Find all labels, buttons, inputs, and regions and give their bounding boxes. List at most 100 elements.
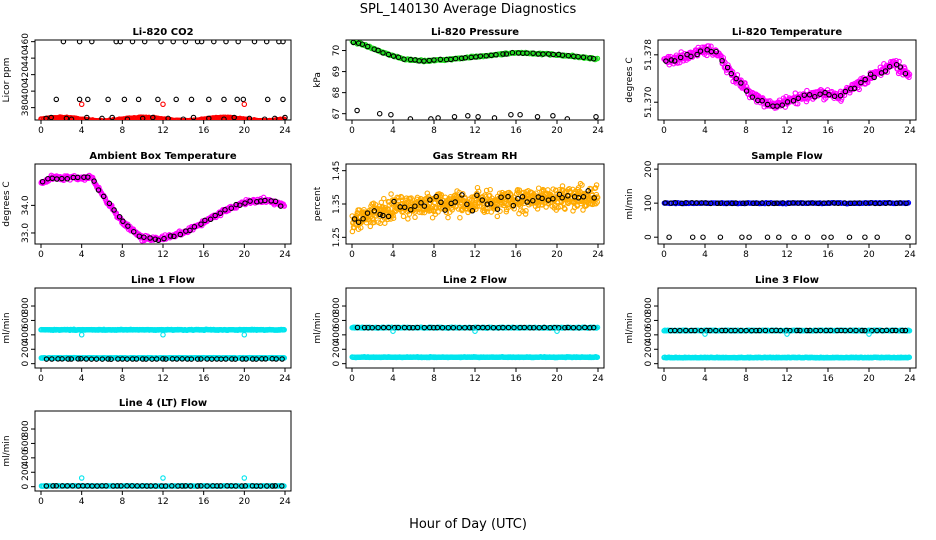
y-tick-label: 800 [21,420,31,437]
series-hourly-averages [43,356,285,362]
data-point [103,483,109,489]
data-point [173,96,179,103]
data-point [109,114,115,120]
data-point [477,53,484,59]
data-point [705,200,712,207]
data-point [147,235,153,241]
data-point [483,53,489,59]
data-point [862,234,868,240]
data-point [903,200,909,206]
data-point [456,324,463,331]
data-point [720,55,727,61]
data-point [825,200,832,206]
data-point [117,40,124,45]
data-point [247,198,253,204]
data-point [190,114,197,120]
data-point [871,74,877,81]
series-high-flow [38,326,287,334]
data-point [369,324,375,331]
data-point [261,116,268,120]
data-point [105,356,111,362]
y-tick-label: 200 [21,340,31,357]
series-hourly-averages [39,174,284,244]
data-point [866,331,872,337]
x-tick-label: 12 [469,374,480,384]
data-point [784,331,790,337]
data-point [241,332,248,338]
data-point [129,483,135,489]
data-point [116,214,123,220]
data-point [853,327,859,334]
x-tick-label: 8 [743,250,749,260]
x-tick-label: 20 [863,374,875,384]
x-tick-label: 24 [904,250,916,260]
data-point [89,40,95,45]
x-tick-label: 0 [661,374,667,384]
data-point [774,200,780,206]
data-point [800,200,806,206]
data-point [206,115,212,120]
plot-frame [34,410,292,492]
x-tick-label: 24 [592,250,604,260]
panel-title: Li-820 Pressure [431,27,519,38]
panel-title: Li-820 Temperature [732,27,842,38]
data-point [804,327,810,334]
series-minute-averages [349,40,601,65]
data-point [776,234,782,240]
data-point [585,188,591,194]
x-tick-label: 0 [38,497,44,507]
data-point [787,327,793,334]
data-point [445,214,451,221]
data-point [524,199,530,205]
data-point [84,114,90,120]
data-point [756,200,763,207]
data-point [182,40,189,45]
data-point [466,324,473,331]
data-point [442,207,448,213]
data-point [182,483,189,489]
data-point [416,209,423,215]
data-point [826,92,832,98]
y-axis-label: Licor ppm [2,58,12,103]
y-tick-label: 33.0 [21,223,31,243]
data-point [76,96,83,103]
series-minute-averages [38,172,288,244]
data-point [565,324,571,331]
x-tick-label: 8 [743,374,749,384]
data-points [349,324,601,361]
data-point [550,195,556,202]
x-tick-label: 4 [390,374,396,384]
x-tick-label: 0 [349,250,355,260]
data-point [553,187,559,194]
data-point [412,214,418,221]
data-point [867,71,874,78]
data-point [593,182,600,188]
x-tick-label: 24 [279,374,291,384]
data-point [50,483,56,489]
y-tick-label: 34.0 [21,195,31,215]
data-point [78,101,85,108]
x-tick-label: 16 [198,126,210,136]
data-point [472,328,478,334]
data-point [714,200,721,207]
data-point [241,475,248,481]
data-point [862,76,868,83]
data-point [764,101,771,108]
data-point [85,174,91,180]
data-point [361,324,368,331]
data-point [155,96,161,103]
data-point [756,327,763,334]
data-point [522,211,529,217]
y-axis-label: ml/min [2,435,12,466]
y-tick-label: 51.378 [644,39,654,71]
y-tick-label: 70 [332,45,342,57]
data-point [545,187,551,193]
data-points [661,199,912,240]
data-points [661,43,913,111]
y-tick-label: 400 [332,326,342,343]
data-point [385,324,392,331]
data-point [503,51,510,57]
data-point [570,324,577,331]
